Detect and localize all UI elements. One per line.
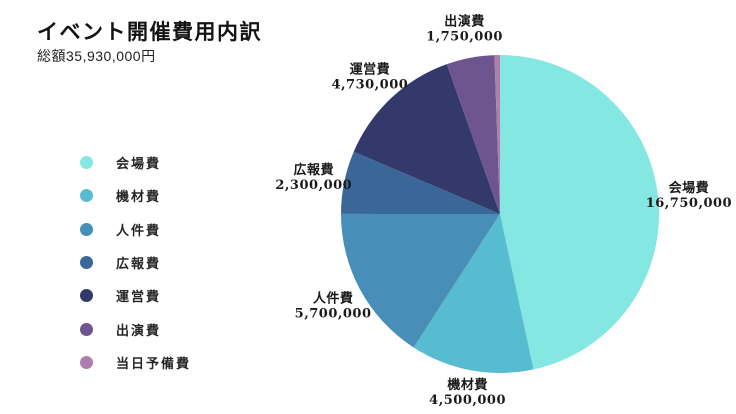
legend-swatch-icon	[80, 189, 93, 203]
chart-title: イベント開催費用内訳	[37, 21, 262, 44]
legend-swatch-icon	[80, 289, 93, 303]
pie-slice-label-4: 広報費 2,300,000	[275, 162, 352, 193]
legend-item-4: 広報費	[80, 246, 191, 279]
legend-item-3: 人件費	[80, 213, 191, 246]
pie-slice-4	[341, 151, 500, 214]
pie-slice-2	[413, 214, 534, 373]
legend-swatch-icon	[80, 222, 93, 236]
legend-item-5: 運営費	[80, 279, 191, 312]
legend-item-2: 機材費	[80, 179, 191, 212]
pie-slice-label-1: 会場費 16,750,000	[646, 180, 732, 211]
pie-slice-label-3: 人件費 5,700,000	[295, 291, 372, 322]
legend-swatch-icon	[80, 156, 93, 170]
legend-label: 出演費	[116, 323, 162, 339]
legend: 会場費機材費人件費広報費運営費出演費当日予備費	[80, 146, 191, 379]
legend-swatch-icon	[80, 355, 93, 369]
legend-label: 機材費	[116, 190, 162, 206]
pie-slice-label-2: 機材費 4,500,000	[429, 377, 506, 408]
legend-swatch-icon	[80, 256, 93, 270]
legend-item-1: 会場費	[80, 146, 191, 179]
legend-label: 会場費	[116, 157, 162, 173]
legend-label: 人件費	[116, 223, 162, 239]
pie-slice-label-5: 運営費 4,730,000	[331, 62, 408, 93]
legend-item-7: 当日予備費	[80, 346, 191, 379]
legend-swatch-icon	[80, 322, 93, 336]
legend-label: 当日予備費	[116, 356, 192, 372]
pie-slice-6	[446, 55, 500, 214]
legend-item-6: 出演費	[80, 312, 191, 345]
legend-label: 運営費	[116, 290, 162, 306]
chart-subtitle: 総額35,930,000円	[37, 48, 156, 64]
pie-slice-3	[340, 213, 500, 348]
pie-slice-7	[494, 55, 500, 214]
pie-slice-label-6: 出演費 1,750,000	[426, 13, 503, 44]
legend-label: 広報費	[116, 257, 162, 273]
pie-slice-1	[500, 55, 659, 370]
pie-slice-5	[353, 64, 500, 214]
